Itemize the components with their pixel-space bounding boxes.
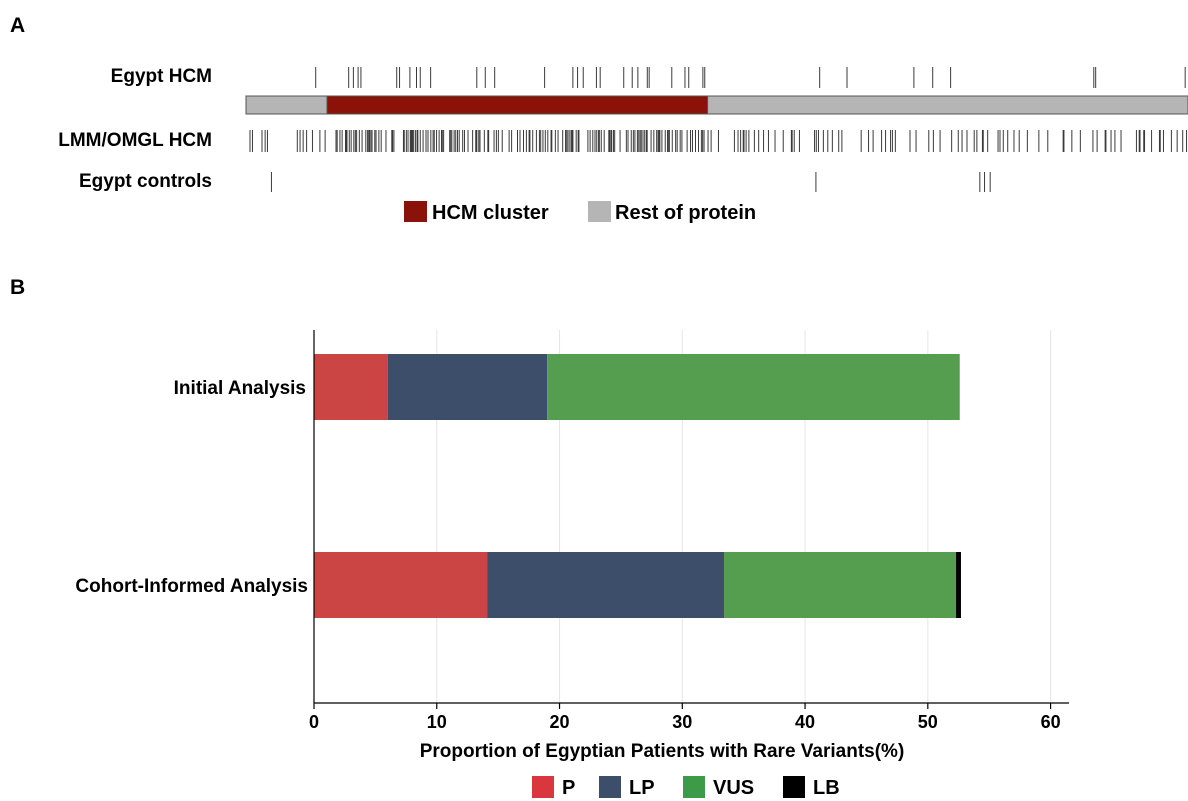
legend-swatch-lp [599,776,621,798]
x-tick-label: 40 [795,712,815,732]
x-tick-label: 50 [918,712,938,732]
x-tick-label: 30 [672,712,692,732]
category-label-cohort-informed-analysis: Cohort-Informed Analysis [75,576,308,597]
legend-label-vus: VUS [713,777,754,799]
x-tick-label: 60 [1041,712,1061,732]
legend-label-hcm-cluster: HCM cluster [432,202,549,224]
track-label-lmm-omgl-hcm: LMM/OMGL HCM [58,130,212,151]
egypt-hcm-variant-ticks [315,67,1186,88]
legend-swatch-vus [683,776,705,798]
x-axis-ticks: 0 10 20 30 40 50 60 [309,703,1061,732]
x-tick-label: 10 [427,712,447,732]
legend-swatch-hcm-cluster [404,201,427,222]
chart-bars [314,354,961,618]
egypt-controls-variant-ticks [270,172,991,192]
legend-label-rest-of-protein: Rest of protein [615,202,756,224]
legend-swatch-rest-of-protein [588,201,611,222]
track-label-egypt-hcm: Egypt HCM [111,66,212,87]
panel-a-letter: A [10,14,25,37]
bar-vus-initial [547,354,960,420]
category-label-initial-analysis: Initial Analysis [174,378,306,399]
panel-a: A Egypt HCM LMM/OMGL HCM Egypt controls … [10,14,1188,224]
legend-label-p: P [562,777,575,799]
legend-swatch-lb [783,776,805,798]
protein-hcm-cluster-bar [326,95,709,115]
legend-swatch-p [532,776,554,798]
bar-vus-cohort-informed [724,552,957,618]
lmm-omgl-hcm-variant-ticks [249,130,1188,152]
x-tick-label: 0 [309,712,319,732]
bar-p-cohort-informed [314,552,488,618]
bar-p-initial [314,354,388,420]
panel-b-letter: B [10,276,25,299]
track-label-egypt-controls: Egypt controls [79,171,212,192]
legend-label-lb: LB [813,777,840,799]
bar-lb-cohort-informed [956,552,961,618]
panel-b: B 0 10 20 30 40 50 60 Initial Analysis Cohort-… [10,276,1069,799]
bar-lp-cohort-informed [487,552,725,618]
x-tick-label: 20 [550,712,570,732]
x-axis-title: Proportion of Egyptian Patients with Rar… [420,741,905,762]
bar-lp-initial [387,354,548,420]
legend-label-lp: LP [629,777,655,799]
panel-a-legend: HCM cluster Rest of protein [404,201,756,224]
chart-legend: P LP VUS LB [532,776,840,799]
